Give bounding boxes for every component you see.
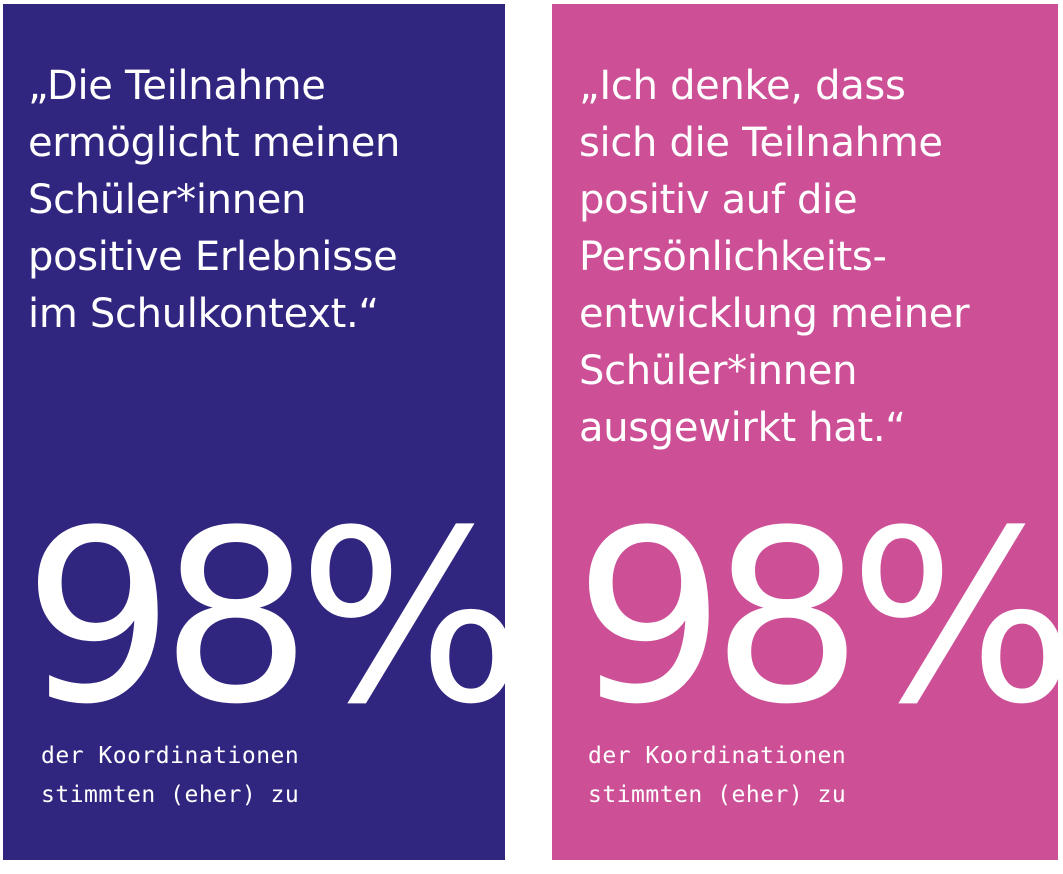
percentage-value: 98% [23, 480, 524, 757]
quote-text: „Ich denke, dass sich die Teilnahme posi… [579, 63, 970, 451]
quote-text: „Die Teilnahme ermöglicht meinen Schüler… [28, 63, 401, 337]
percentage-caption: der Koordinationen stimmten (eher) zu [41, 743, 300, 808]
stat-card-left: „Die Teilnahme ermöglicht meinen Schüler… [3, 4, 524, 860]
stat-card-right: „Ich denke, dass sich die Teilnahme posi… [552, 4, 1063, 860]
percentage-value: 98% [574, 480, 1063, 757]
percentage-caption: der Koordinationen stimmten (eher) zu [588, 743, 847, 808]
